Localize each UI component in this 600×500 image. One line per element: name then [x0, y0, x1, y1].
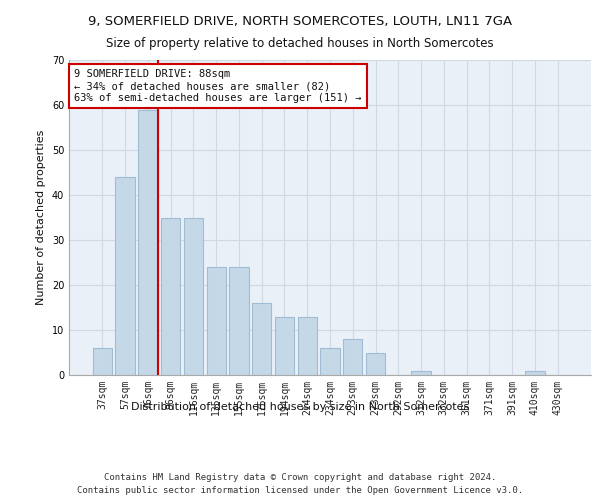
- Bar: [115, 177, 135, 375]
- Bar: [161, 218, 181, 375]
- Bar: [184, 218, 203, 375]
- Bar: [252, 303, 271, 375]
- Bar: [229, 267, 248, 375]
- Bar: [366, 352, 385, 375]
- Bar: [320, 348, 340, 375]
- Bar: [298, 316, 317, 375]
- Text: 9 SOMERFIELD DRIVE: 88sqm
← 34% of detached houses are smaller (82)
63% of semi-: 9 SOMERFIELD DRIVE: 88sqm ← 34% of detac…: [74, 70, 362, 102]
- Text: Distribution of detached houses by size in North Somercotes: Distribution of detached houses by size …: [131, 402, 469, 412]
- Y-axis label: Number of detached properties: Number of detached properties: [36, 130, 46, 305]
- Bar: [525, 370, 545, 375]
- Bar: [93, 348, 112, 375]
- Text: Size of property relative to detached houses in North Somercotes: Size of property relative to detached ho…: [106, 38, 494, 51]
- Text: Contains HM Land Registry data © Crown copyright and database right 2024.
Contai: Contains HM Land Registry data © Crown c…: [77, 474, 523, 495]
- Bar: [206, 267, 226, 375]
- Bar: [412, 370, 431, 375]
- Text: 9, SOMERFIELD DRIVE, NORTH SOMERCOTES, LOUTH, LN11 7GA: 9, SOMERFIELD DRIVE, NORTH SOMERCOTES, L…: [88, 15, 512, 28]
- Bar: [343, 339, 362, 375]
- Bar: [138, 110, 158, 375]
- Bar: [275, 316, 294, 375]
